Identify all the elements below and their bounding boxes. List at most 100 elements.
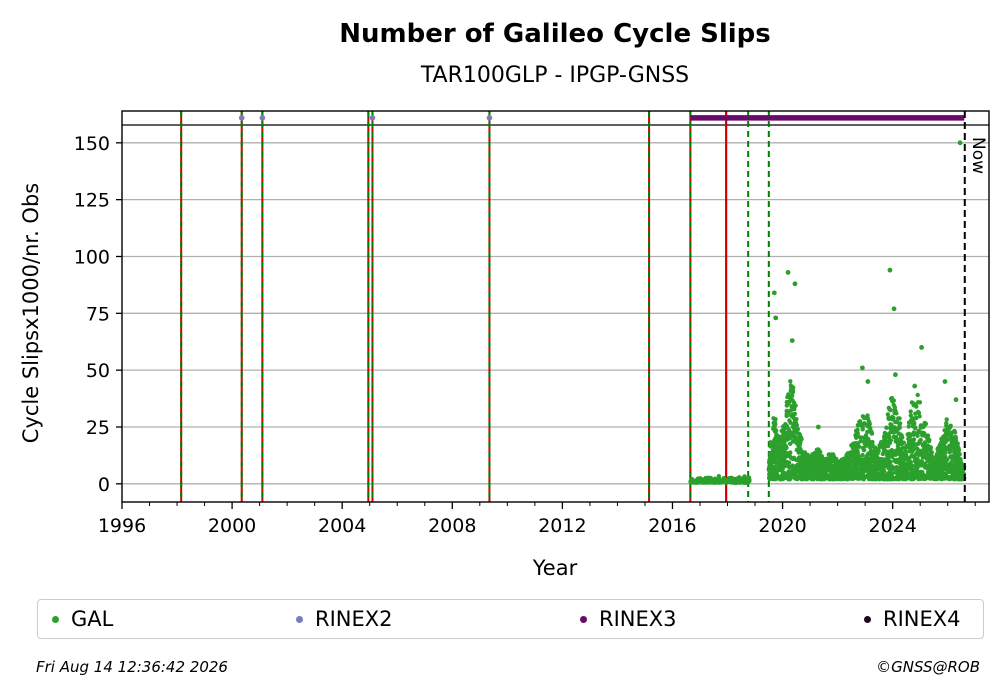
gal-point (913, 460, 919, 465)
gal-peak-point (893, 372, 898, 378)
gal-point (868, 461, 873, 466)
gal-point (943, 466, 948, 471)
gal-point (906, 436, 911, 442)
gal-point (851, 441, 856, 446)
gal-point (795, 469, 801, 475)
gal-point (891, 430, 896, 435)
gal-point (865, 436, 870, 442)
gal-point (840, 458, 845, 463)
gal-point (804, 477, 810, 482)
x-tick-label: 2024 (868, 515, 916, 537)
gal-point (844, 463, 849, 469)
gal-point (775, 460, 780, 465)
legend-marker-gal (52, 615, 59, 623)
footer-copyright: ©GNSS@ROB (876, 658, 980, 676)
gal-point (947, 450, 952, 455)
gal-point (884, 425, 889, 430)
gal-point (847, 461, 853, 466)
gal-peak-point (771, 290, 777, 296)
gal-point (726, 476, 732, 481)
gal-point (895, 427, 900, 432)
gal-point (788, 388, 793, 393)
gal-point (716, 474, 721, 479)
gal-point (948, 461, 953, 466)
gal-point (884, 475, 889, 481)
gal-point (925, 433, 931, 438)
gal-point (910, 469, 915, 475)
gal-point (913, 415, 919, 421)
legend-label-rinex4: RINEX4 (883, 607, 961, 631)
gal-point (901, 440, 906, 445)
gal-point (913, 411, 918, 416)
gal-point (892, 407, 897, 412)
gal-point (867, 423, 872, 428)
gal-point (907, 475, 912, 481)
gal-point (917, 440, 922, 445)
gal-peak-point (887, 267, 893, 273)
gal-point (780, 444, 785, 449)
gal-point (852, 459, 857, 464)
legend: GAL RINEX2 RINEX3 RINEX4 (37, 599, 984, 639)
gal-point (863, 461, 868, 466)
gal-peak-point (865, 379, 871, 384)
gal-point (914, 451, 920, 456)
gal-point (878, 460, 883, 465)
legend-item-gal: GAL (52, 607, 113, 631)
gal-point (715, 480, 721, 485)
gal-point (817, 452, 822, 457)
gal-point (784, 423, 789, 429)
gal-point (891, 434, 896, 440)
gal-point (817, 477, 823, 482)
gal-point (773, 455, 779, 460)
rinex2-point (486, 115, 493, 121)
gal-point (930, 462, 935, 467)
gal-point (895, 449, 900, 455)
gal-point (797, 440, 802, 446)
gal-point (906, 424, 911, 429)
gal-point (790, 424, 796, 429)
gal-point (805, 458, 811, 463)
gal-point (882, 435, 887, 440)
gal-peak-point (773, 315, 779, 321)
gal-point (859, 465, 865, 470)
gal-point (721, 477, 727, 482)
gal-point (917, 476, 922, 481)
legend-label-rinex3: RINEX3 (599, 607, 677, 631)
gal-point (823, 461, 829, 467)
y-tick-label: 0 (98, 474, 110, 496)
gal-point (772, 450, 777, 455)
gal-point (855, 451, 860, 456)
gal-point (908, 466, 913, 471)
gal-point (935, 466, 940, 471)
axes-frame (121, 110, 990, 503)
gal-point (836, 469, 841, 474)
gal-point (884, 453, 890, 458)
gal-point (928, 458, 934, 463)
gal-point (886, 434, 891, 440)
gal-point (953, 448, 959, 454)
gal-point (731, 480, 736, 485)
gal-point (888, 425, 893, 431)
gal-point (928, 470, 934, 475)
gal-point (942, 428, 947, 433)
rinex2-point (369, 115, 376, 121)
gal-point (869, 431, 875, 436)
gal-point (788, 441, 793, 446)
gal-point (909, 453, 914, 458)
gal-point (774, 468, 779, 473)
gal-point (735, 479, 740, 484)
gal-point (777, 440, 783, 445)
gal-point (875, 467, 880, 472)
gal-point (784, 460, 790, 465)
gal-point (907, 449, 912, 454)
gal-peak-point (789, 338, 795, 343)
gal-point (955, 466, 960, 472)
x-tick-label: 2012 (538, 515, 586, 537)
gal-point (944, 436, 949, 441)
gal-point (691, 480, 696, 485)
gal-point (892, 458, 898, 464)
gal-peak-point (912, 383, 918, 389)
gal-point (937, 458, 942, 463)
gal-point (911, 432, 916, 437)
gal-point (897, 459, 903, 464)
